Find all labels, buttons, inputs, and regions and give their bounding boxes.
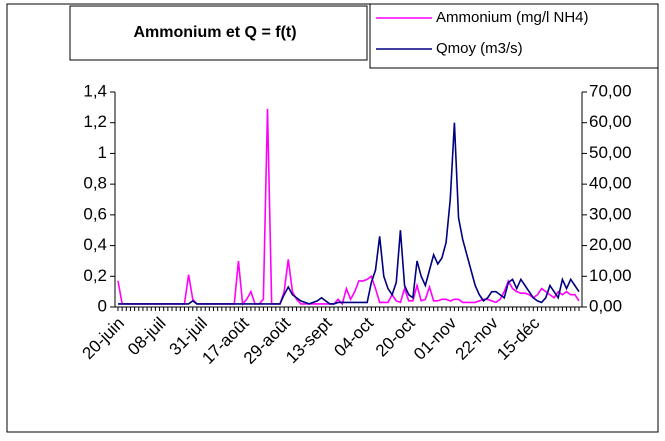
- legend-box: [369, 3, 659, 69]
- y2-tick-label: 20,00: [589, 235, 632, 254]
- y-tick-label: 0,4: [83, 235, 107, 254]
- y2-tick-label: 30,00: [589, 204, 632, 223]
- legend-label: Qmoy (m3/s): [436, 40, 523, 57]
- y-tick-label: 0: [98, 296, 107, 315]
- legend-label: Ammonium (mg/l NH4): [436, 9, 589, 26]
- title-box: [69, 5, 368, 61]
- y-tick-label: 1,4: [83, 81, 107, 100]
- series-line: [118, 122, 580, 305]
- y2-tick-label: 60,00: [589, 112, 632, 131]
- y2-tick-label: 50,00: [589, 143, 632, 162]
- y2-tick-label: 70,00: [589, 81, 632, 100]
- y-tick-label: 0,6: [83, 204, 107, 223]
- y2-tick-label: 10,00: [589, 266, 632, 285]
- chart-title: Ammonium et Q = f(t): [133, 24, 296, 41]
- y-tick-label: 0,2: [83, 266, 107, 285]
- y-tick-label: 1: [98, 143, 107, 162]
- y-tick-label: 1,2: [83, 112, 107, 131]
- y2-tick-label: 0,00: [589, 296, 622, 315]
- y-tick-label: 0,8: [83, 174, 107, 193]
- y2-tick-label: 40,00: [589, 174, 632, 193]
